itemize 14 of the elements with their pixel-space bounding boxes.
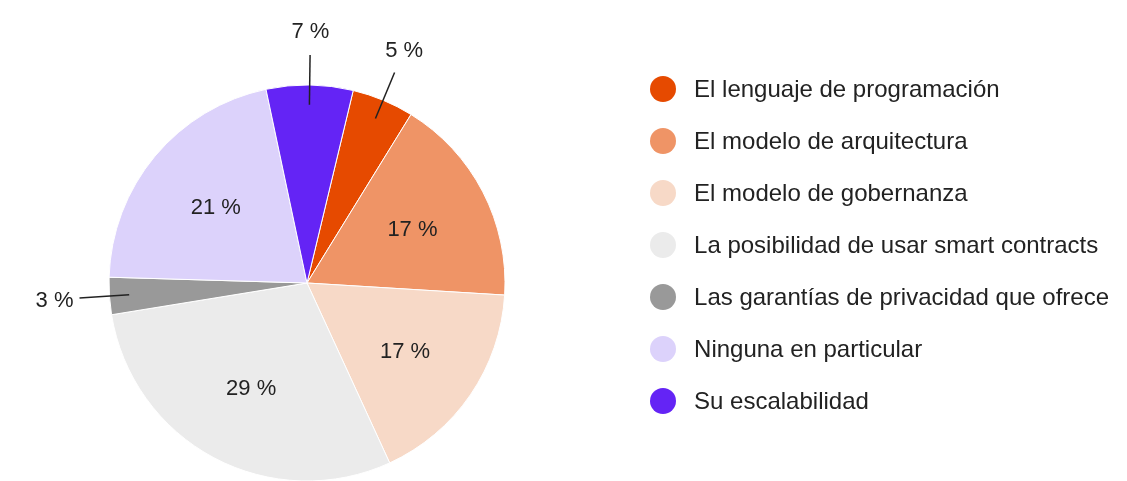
data-label: 29 %: [226, 375, 277, 401]
data-label: 21 %: [190, 194, 241, 220]
data-label: 5 %: [385, 36, 424, 62]
data-label: 7 %: [291, 17, 330, 43]
data-label: 17 %: [379, 337, 431, 363]
legend-label: El lenguaje de programación: [694, 74, 1000, 103]
legend-label: Su escalabilidad: [694, 386, 869, 415]
legend-label: Ninguna en particular: [694, 334, 923, 363]
data-label: 3 %: [35, 287, 74, 313]
legend-label: Las garantías de privacidad que ofrece: [694, 282, 1109, 311]
legend-label: La posibilidad de usar smart contracts: [694, 230, 1099, 259]
legend-label: El modelo de arquitectura: [694, 126, 968, 155]
legend-label: El modelo de gobernanza: [694, 178, 968, 207]
data-label: 17 %: [387, 215, 438, 241]
